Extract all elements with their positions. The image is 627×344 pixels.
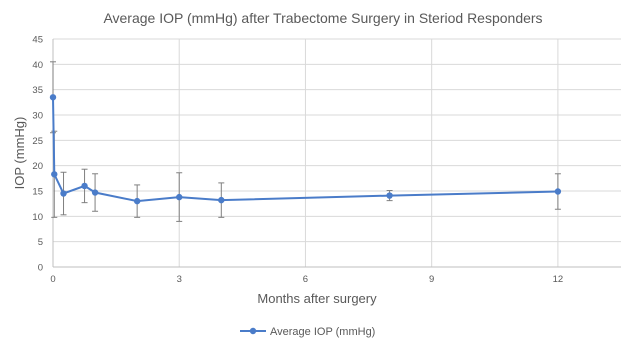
y-tick-labels: 0 5 10 15 20 25 30 35 40 45 xyxy=(32,35,43,274)
chart-title: Average IOP (mmHg) after Trabectome Surg… xyxy=(103,10,542,26)
x-tick-label: 0 xyxy=(50,274,55,285)
data-point xyxy=(386,192,393,199)
data-point xyxy=(91,189,99,196)
series-lines xyxy=(52,97,558,203)
y-tick-label: 30 xyxy=(32,111,43,122)
axes xyxy=(52,39,621,268)
y-tick-label: 0 xyxy=(38,263,43,274)
y-axis-label: IOP (mmHg) xyxy=(12,117,27,190)
y-tick-label: 25 xyxy=(32,136,43,147)
data-point xyxy=(60,190,67,197)
y-tick-label: 35 xyxy=(32,85,43,96)
x-axis-label: Months after surgery xyxy=(257,291,377,306)
grid xyxy=(53,38,621,267)
y-tick-label: 40 xyxy=(32,60,43,71)
data-point xyxy=(133,197,141,205)
data-point xyxy=(554,188,562,195)
y-tick-label: 15 xyxy=(32,187,43,198)
legend-label: Average IOP (mmHg) xyxy=(270,326,375,338)
y-tick-label: 45 xyxy=(32,35,43,46)
x-tick-label: 6 xyxy=(303,274,308,285)
x-tick-label: 3 xyxy=(177,274,182,285)
legend-marker xyxy=(249,327,257,335)
x-tick-labels: 0 3 6 9 12 xyxy=(50,274,563,285)
data-point xyxy=(81,182,88,190)
data-point xyxy=(218,196,225,204)
data-points xyxy=(49,94,562,205)
x-tick-label: 9 xyxy=(429,274,434,285)
data-point xyxy=(49,94,57,101)
y-tick-label: 20 xyxy=(32,161,43,172)
y-tick-label: 5 xyxy=(38,237,43,248)
series-line xyxy=(52,97,558,203)
y-tick-label: 10 xyxy=(32,212,43,223)
x-tick-label: 12 xyxy=(553,274,564,285)
data-point xyxy=(176,193,183,201)
data-point xyxy=(51,171,58,178)
legend: Average IOP (mmHg) xyxy=(240,326,375,338)
